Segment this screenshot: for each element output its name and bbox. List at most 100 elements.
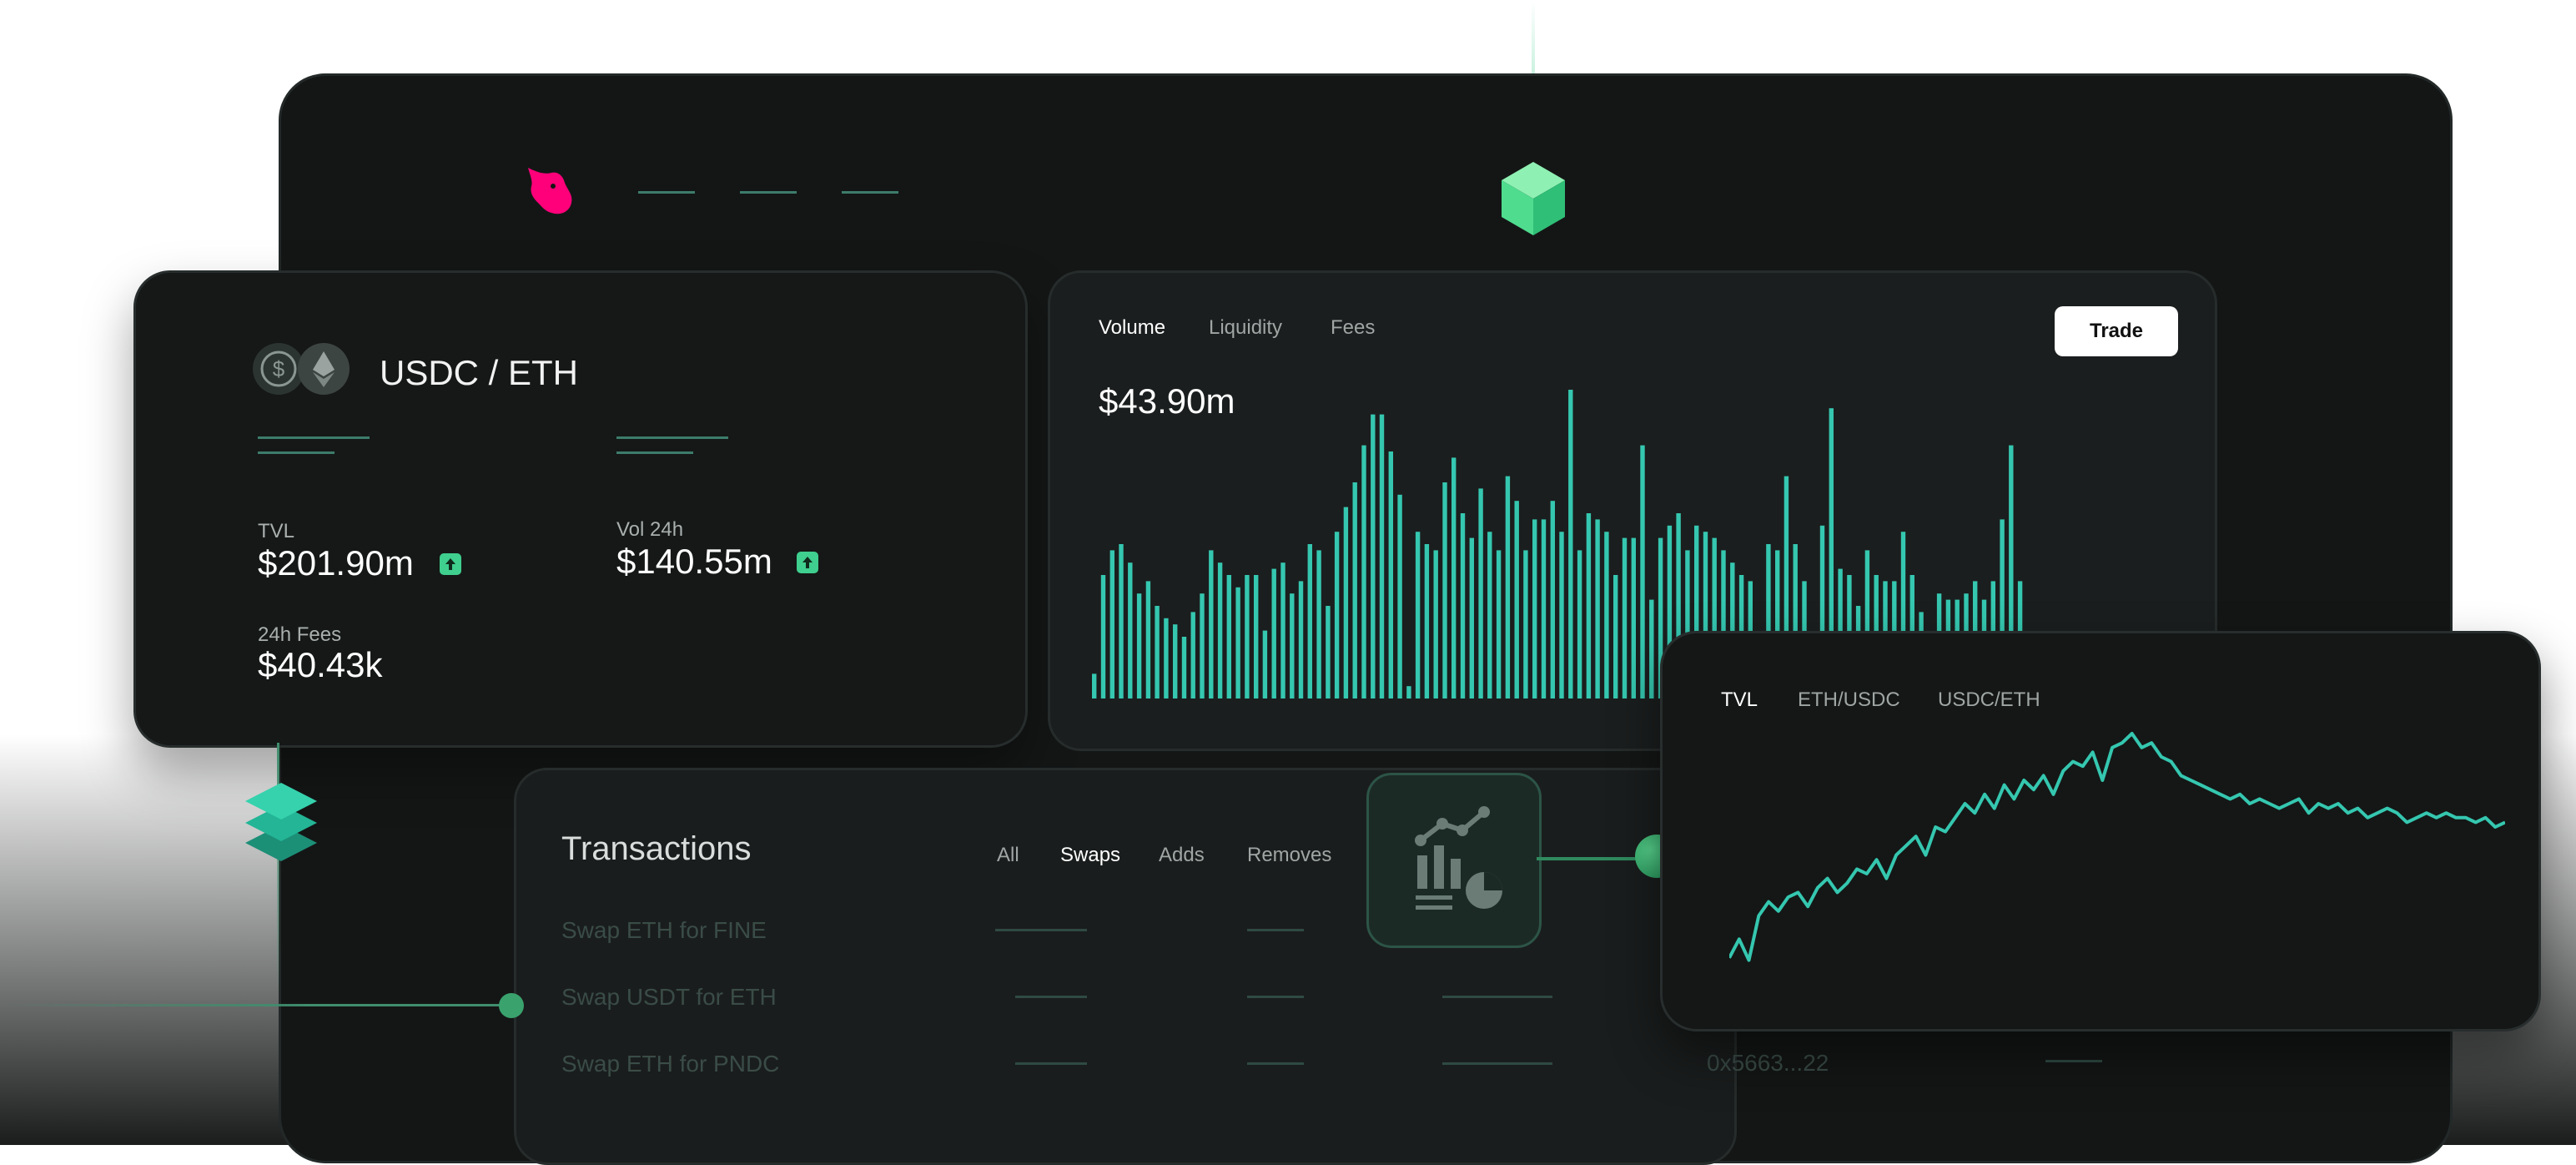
nav-placeholder-2[interactable] xyxy=(740,191,797,194)
volume-bar xyxy=(1532,519,1537,698)
volume-bar xyxy=(2009,445,2014,698)
trend-up-icon xyxy=(797,552,818,573)
volume-bar xyxy=(1245,575,1250,698)
volume-bar xyxy=(1766,544,1771,698)
cube-node-icon xyxy=(1502,162,1565,235)
volume-bar xyxy=(1290,593,1295,698)
volume-bar xyxy=(1334,532,1340,698)
filter-swaps[interactable]: Swaps xyxy=(1060,844,1121,866)
vol24h-value: $140.55m xyxy=(616,542,772,581)
cell-placeholder xyxy=(1442,996,1552,998)
volume-bar xyxy=(1505,476,1511,698)
volume-bar xyxy=(1452,457,1457,698)
filter-removes[interactable]: Removes xyxy=(1247,844,1332,866)
volume-bar xyxy=(1235,587,1240,698)
volume-bar xyxy=(1343,507,1349,698)
deco-line xyxy=(616,451,693,454)
nav-placeholder-3[interactable] xyxy=(842,191,898,194)
tab-liquidity[interactable]: Liquidity xyxy=(1209,316,1283,339)
tvl-chart-card: TVL ETH/USDC USDC/ETH xyxy=(1660,631,2541,1031)
volume-bar xyxy=(1793,544,1798,698)
volume-bar xyxy=(1092,673,1097,698)
transactions-title: Transactions xyxy=(561,830,752,867)
table-row[interactable]: Swap USDT for ETH xyxy=(561,984,777,1010)
layers-stack-icon xyxy=(245,783,317,861)
volume-bar xyxy=(1164,618,1169,698)
volume-bar xyxy=(1173,624,1178,698)
right-connector-line xyxy=(1537,857,1653,860)
volume-bar xyxy=(1568,390,1573,698)
volume-bar xyxy=(1136,593,1142,698)
volume-bar xyxy=(1550,501,1555,698)
tab-eth-usdc[interactable]: ETH/USDC xyxy=(1798,688,1900,711)
eth-token-icon xyxy=(298,343,350,395)
volume-bar xyxy=(1190,612,1195,698)
volume-bar xyxy=(1819,525,1825,698)
volume-bar xyxy=(1658,537,1663,698)
volume-bar xyxy=(1577,550,1582,698)
transactions-card: Transactions All Swaps Adds Removes Swap… xyxy=(514,768,1737,1165)
volume-value: $43.90m xyxy=(1099,381,1235,421)
volume-bar xyxy=(1316,550,1321,698)
vertical-connector-line xyxy=(277,743,279,1001)
volume-bar xyxy=(1307,544,1312,698)
tab-fees[interactable]: Fees xyxy=(1331,316,1376,339)
volume-bar xyxy=(1595,519,1600,698)
volume-bar xyxy=(1361,445,1366,698)
table-row[interactable]: Swap ETH for PNDC xyxy=(561,1051,780,1077)
cell-placeholder xyxy=(1015,1062,1087,1065)
volume-bar xyxy=(1200,593,1205,698)
trend-up-icon xyxy=(440,553,461,575)
volume-bar xyxy=(1254,575,1259,698)
volume-bar xyxy=(1280,562,1285,698)
filter-adds[interactable]: Adds xyxy=(1159,844,1205,866)
volume-bar xyxy=(1676,513,1681,698)
volume-bar xyxy=(1128,562,1133,698)
volume-bar xyxy=(1442,482,1447,698)
volume-bar xyxy=(1424,544,1430,698)
connector-node xyxy=(499,993,524,1018)
volume-bar xyxy=(1721,550,1726,698)
trade-button[interactable]: Trade xyxy=(2055,306,2178,356)
volume-bar xyxy=(1478,488,1483,698)
volume-bar xyxy=(1371,414,1376,698)
volume-bar xyxy=(1541,519,1547,698)
volume-bar xyxy=(1100,575,1106,698)
cell-placeholder xyxy=(1015,996,1087,998)
tvl-label: TVL xyxy=(258,520,295,542)
volume-bar xyxy=(1775,550,1780,698)
cell-placeholder xyxy=(995,929,1087,931)
volume-bar xyxy=(1145,581,1151,698)
nav-placeholder-1[interactable] xyxy=(638,191,695,194)
volume-bar xyxy=(1487,532,1492,698)
volume-bar xyxy=(1622,537,1628,698)
volume-bar xyxy=(1298,581,1304,698)
volume-bar xyxy=(1460,513,1466,698)
volume-bar xyxy=(1784,476,1789,698)
volume-bar xyxy=(1271,568,1276,698)
volume-bar xyxy=(1730,562,1735,698)
volume-bar xyxy=(1649,599,1654,698)
volume-bar xyxy=(1217,562,1223,698)
volume-bar xyxy=(1712,537,1717,698)
volume-bar xyxy=(1667,525,1673,698)
tab-usdc-eth[interactable]: USDC/ETH xyxy=(1938,688,2040,711)
table-row[interactable]: Swap ETH for FINE xyxy=(561,917,767,943)
volume-bar xyxy=(1900,532,1906,698)
volume-bar xyxy=(1155,606,1160,698)
volume-bar xyxy=(1406,686,1411,698)
vol24h-label: Vol 24h xyxy=(616,518,684,541)
volume-bar xyxy=(1209,550,1214,698)
volume-bar xyxy=(1514,501,1519,698)
cell-placeholder xyxy=(1247,996,1304,998)
analytics-widget[interactable] xyxy=(1366,773,1542,948)
uniswap-logo-icon[interactable] xyxy=(516,158,580,221)
volume-bar xyxy=(1694,525,1699,698)
tab-tvl[interactable]: TVL xyxy=(1721,688,1758,711)
fees-label: 24h Fees xyxy=(258,623,342,646)
deco-line xyxy=(258,451,335,454)
tab-volume[interactable]: Volume xyxy=(1099,316,1166,339)
cell-placeholder xyxy=(1247,929,1304,931)
volume-bar xyxy=(1864,550,1870,698)
filter-all[interactable]: All xyxy=(997,844,1019,866)
